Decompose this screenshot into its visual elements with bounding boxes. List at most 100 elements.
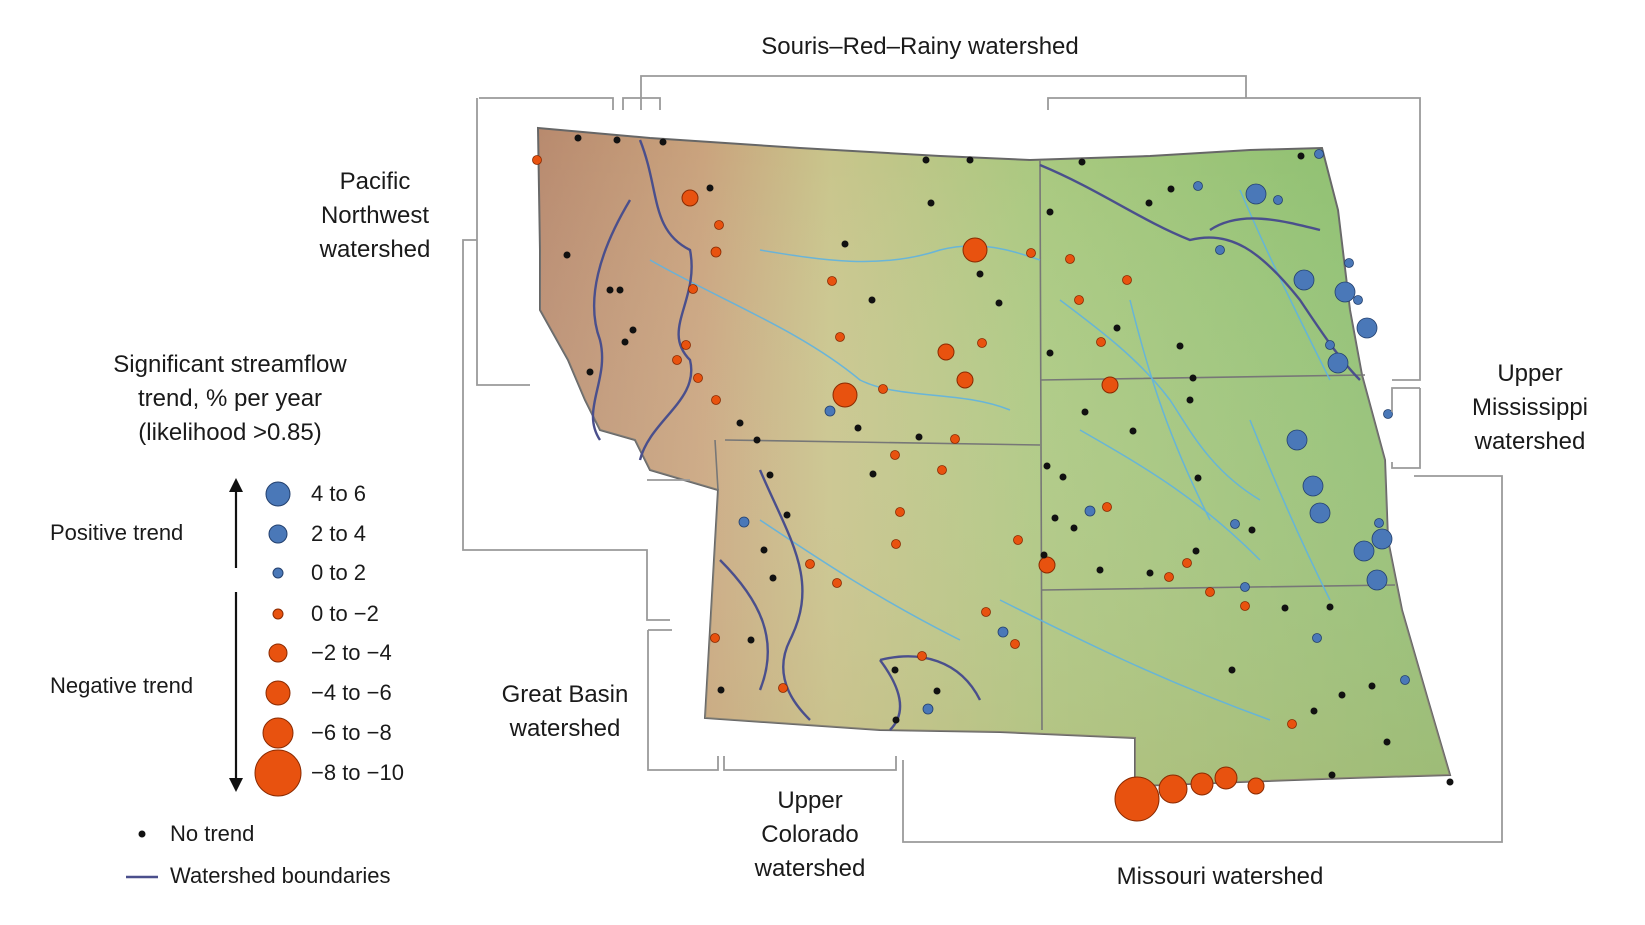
bracket-pacific <box>462 98 690 621</box>
site-no-trend <box>1051 514 1059 522</box>
site-no-trend <box>747 636 755 644</box>
site-no-trend <box>783 511 791 519</box>
site-no-trend <box>869 470 877 478</box>
label-line: Colorado <box>761 821 859 848</box>
site-negative <box>827 276 837 286</box>
label-line: Mississippi <box>1471 394 1588 421</box>
site-no-trend <box>1078 158 1086 166</box>
site-no-trend <box>1046 208 1054 216</box>
site-no-trend <box>1228 666 1236 674</box>
label-line: Great Basin <box>501 681 629 708</box>
site-negative <box>950 434 960 444</box>
site-negative <box>1102 502 1112 512</box>
legend-no-trend-label: No trend <box>170 821 255 846</box>
site-no-trend <box>1129 427 1137 435</box>
site-positive <box>1193 181 1203 191</box>
region-shading <box>538 128 1450 786</box>
site-negative <box>977 338 987 348</box>
site-positive <box>824 405 836 417</box>
legend-symbol-neg-8-10 <box>254 749 302 797</box>
site-no-trend <box>753 436 761 444</box>
site-no-trend <box>1146 569 1154 577</box>
site-negative <box>962 237 988 263</box>
site-positive <box>1353 540 1375 562</box>
site-negative <box>835 332 845 342</box>
site-no-trend <box>706 184 714 192</box>
legend-title-line: Significant streamflow <box>113 351 347 378</box>
site-positive <box>1273 195 1283 205</box>
site-no-trend <box>1081 408 1089 416</box>
site-no-trend <box>563 251 571 259</box>
site-negative <box>710 633 720 643</box>
site-positive <box>922 703 934 715</box>
site-negative <box>710 246 722 258</box>
site-positive <box>1312 633 1322 643</box>
label-missouri-watershed: Missouri watershed <box>1116 863 1324 890</box>
legend-class-label: 4 to 6 <box>311 481 367 506</box>
site-positive <box>1314 149 1324 159</box>
site-no-trend <box>766 471 774 479</box>
site-no-trend <box>1338 691 1346 699</box>
site-positive <box>738 516 750 528</box>
bracket-upper-colorado <box>723 756 897 771</box>
label-line: Northwest <box>320 202 430 229</box>
site-no-trend <box>1145 199 1153 207</box>
site-negative <box>832 382 858 408</box>
site-no-trend <box>1248 526 1256 534</box>
legend-positive-trend-label: Positive trend <box>50 520 184 545</box>
legend-title: Significant streamflow trend, % per year… <box>50 348 410 450</box>
site-positive <box>1286 429 1308 451</box>
legend-symbol-pos-0-2 <box>272 567 284 579</box>
legend-title-line: trend, % per year <box>137 385 323 412</box>
site-negative <box>1214 766 1238 790</box>
site-no-trend <box>586 368 594 376</box>
label-line: watershed <box>1474 428 1586 455</box>
site-no-trend <box>868 296 876 304</box>
site-no-trend <box>1383 738 1391 746</box>
site-no-trend <box>1446 778 1454 786</box>
site-positive <box>1400 675 1410 685</box>
site-no-trend <box>1194 474 1202 482</box>
site-positive <box>1293 269 1315 291</box>
site-negative <box>693 373 703 383</box>
site-negative <box>714 220 724 230</box>
legend-class-label: −4 to −6 <box>311 680 392 705</box>
site-negative <box>681 189 699 207</box>
site-no-trend <box>1297 152 1305 160</box>
label-line: watershed <box>319 236 431 263</box>
site-no-trend <box>927 199 935 207</box>
site-no-trend <box>854 424 862 432</box>
site-negative <box>1013 535 1023 545</box>
site-negative <box>1074 295 1084 305</box>
site-positive <box>1325 340 1335 350</box>
bracket-great-basin <box>647 629 719 771</box>
site-no-trend <box>995 299 1003 307</box>
site-no-trend <box>1070 524 1078 532</box>
site-negative <box>878 384 888 394</box>
label-great-basin-watershed: Great Basin watershed <box>470 678 660 746</box>
site-negative <box>672 355 682 365</box>
site-negative <box>1096 337 1106 347</box>
label-pacific-northwest-watershed: Pacific Northwest watershed <box>290 165 460 267</box>
site-no-trend <box>1096 566 1104 574</box>
site-negative <box>1247 777 1265 795</box>
legend-symbol-neg-4-6 <box>265 680 291 706</box>
legend-title-line: (likelihood >0.85) <box>138 419 322 446</box>
site-positive <box>1353 295 1363 305</box>
state-borders <box>714 159 1396 731</box>
site-no-trend <box>1059 473 1067 481</box>
site-negative <box>956 371 974 389</box>
site-negative <box>891 539 901 549</box>
bracket-missouri <box>902 475 1503 843</box>
site-no-trend <box>1328 771 1336 779</box>
site-negative <box>1101 376 1119 394</box>
site-negative <box>1158 774 1188 804</box>
legend-class-label: 0 to 2 <box>311 560 367 585</box>
site-negative <box>937 465 947 475</box>
legend-positive-arrowhead <box>229 478 243 492</box>
site-positive <box>1245 183 1267 205</box>
site-no-trend <box>574 134 582 142</box>
label-line: Upper <box>777 787 843 814</box>
site-no-trend <box>1310 707 1318 715</box>
legend-symbol-neg-0-2 <box>272 608 284 620</box>
